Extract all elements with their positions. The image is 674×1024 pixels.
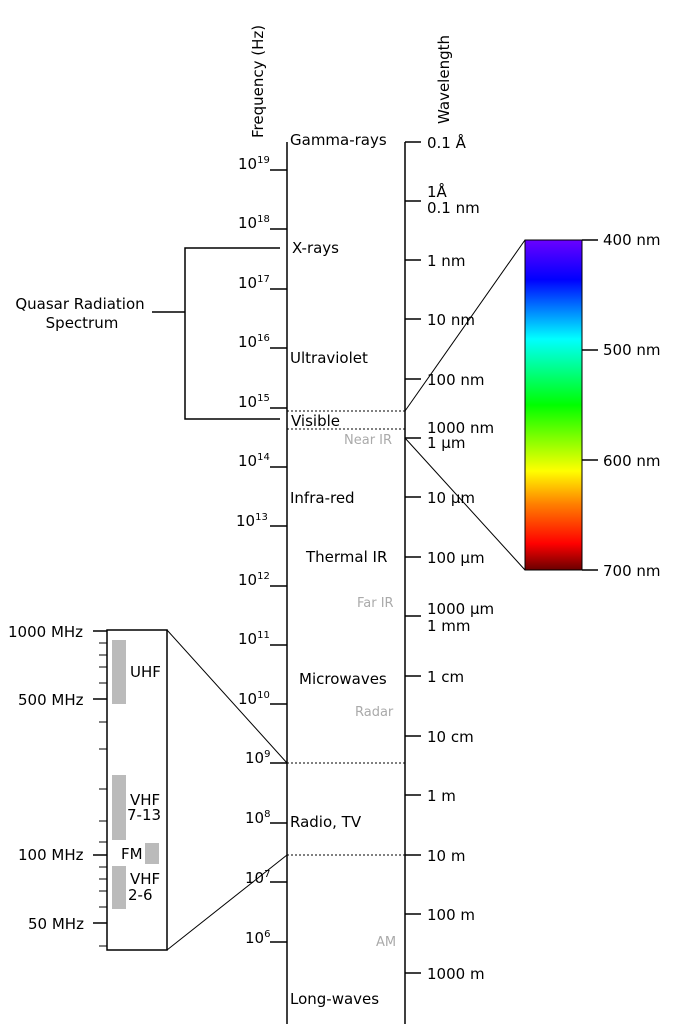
freq-label: 108 xyxy=(245,809,270,827)
sub-band-near-ir: Near IR xyxy=(344,433,392,448)
sub-band-radar: Radar xyxy=(355,705,394,720)
vhf-high-band-bar xyxy=(112,775,126,840)
wl-label: 0.1 Å xyxy=(427,133,467,152)
visible-tick-400: 400 nm xyxy=(603,231,661,249)
freq-label: 1016 xyxy=(238,333,270,351)
frequency-tick-labels: 1019 1018 1017 1016 1015 1014 1013 1012 … xyxy=(236,155,270,947)
freq-label: 1011 xyxy=(238,630,270,648)
wl-label: 1Å xyxy=(427,182,448,201)
visible-color-bar xyxy=(524,239,583,571)
wl-label: 0.1 nm xyxy=(427,199,480,217)
band-visible: Visible xyxy=(291,412,340,430)
wavelength-tick-labels: 0.1 Å 1Å 0.1 nm 1 nm 10 nm 100 nm 1000 n… xyxy=(427,133,494,983)
freq-label: 1012 xyxy=(238,571,270,589)
visible-tick-500: 500 nm xyxy=(603,341,661,359)
wl-label: 1 m xyxy=(427,787,456,805)
wl-label: 100 µm xyxy=(427,549,485,567)
visible-tick-700: 700 nm xyxy=(603,562,661,580)
band-x-rays: X-rays xyxy=(292,239,339,257)
wl-label: 10 nm xyxy=(427,311,475,329)
radio-tick-100mhz: 100 MHz xyxy=(18,846,84,864)
freq-label: 1010 xyxy=(238,690,270,708)
wl-label: 1 cm xyxy=(427,668,464,686)
freq-label: 1013 xyxy=(236,512,268,530)
freq-label: 1019 xyxy=(238,155,270,173)
wl-label: 10 m xyxy=(427,847,465,865)
wl-label: 10 cm xyxy=(427,728,474,746)
wl-label: 10 µm xyxy=(427,489,475,507)
fm-label: FM xyxy=(121,845,143,863)
wl-label: 100 m xyxy=(427,906,475,924)
fm-band-bar xyxy=(145,843,159,864)
vhf-low-label-1: VHF xyxy=(130,870,160,888)
freq-label: 106 xyxy=(245,929,270,947)
visible-spectrum-zoom: 400 nm 500 nm 600 nm 700 nm xyxy=(404,231,661,580)
freq-label: 1018 xyxy=(238,214,270,232)
uhf-label: UHF xyxy=(130,663,161,681)
wl-label: 1000 µm xyxy=(427,600,494,618)
sub-band-labels: Near IR Far IR Radar AM xyxy=(344,433,396,950)
band-gamma-rays: Gamma-rays xyxy=(290,131,387,149)
visible-tick-600: 600 nm xyxy=(603,452,661,470)
vhf-low-label-2: 2-6 xyxy=(128,886,153,904)
frequency-ticks xyxy=(270,169,287,943)
band-infra-red: Infra-red xyxy=(290,489,355,507)
frequency-axis-title: Frequency (Hz) xyxy=(249,25,267,138)
band-long-waves: Long-waves xyxy=(290,990,379,1008)
radio-minor-ticks xyxy=(99,642,107,947)
radio-tick-500mhz: 500 MHz xyxy=(18,691,84,709)
quasar-label-line2: Spectrum xyxy=(46,314,119,332)
wl-label: 1000 m xyxy=(427,965,485,983)
sub-band-am: AM xyxy=(376,935,396,950)
wl-label: 1 nm xyxy=(427,252,465,270)
freq-label: 1017 xyxy=(238,274,270,292)
band-thermal-ir: Thermal IR xyxy=(305,548,387,566)
uhf-band-bar xyxy=(112,640,126,704)
freq-label: 107 xyxy=(245,869,270,887)
vhf-high-label-2: 7-13 xyxy=(127,806,161,824)
quasar-label-line1: Quasar Radiation xyxy=(15,295,144,313)
vhf-low-band-bar xyxy=(112,866,126,909)
sub-band-far-ir: Far IR xyxy=(357,596,394,611)
wl-label: 1000 nm xyxy=(427,419,494,437)
wl-label: 1 µm xyxy=(427,434,465,452)
quasar-bracket: Quasar Radiation Spectrum xyxy=(15,247,280,420)
radio-tick-1000mhz: 1000 MHz xyxy=(8,623,83,641)
freq-label: 109 xyxy=(245,749,270,767)
band-labels: Gamma-rays X-rays Ultraviolet Visible In… xyxy=(290,131,387,1008)
vhf-high-label-1: VHF xyxy=(130,791,160,809)
band-radio-tv: Radio, TV xyxy=(290,813,362,831)
band-microwaves: Microwaves xyxy=(299,670,387,688)
radio-zoom: 1000 MHz 500 MHz 100 MHz 50 MHz UHF VHF … xyxy=(8,623,288,951)
radio-tick-50mhz: 50 MHz xyxy=(28,915,84,933)
band-ultraviolet: Ultraviolet xyxy=(290,349,368,367)
freq-label: 1015 xyxy=(238,393,270,411)
wavelength-ticks xyxy=(405,141,421,974)
wl-label: 100 nm xyxy=(427,371,485,389)
wl-label: 1 mm xyxy=(427,617,471,635)
wavelength-axis-title: Wavelength xyxy=(435,35,453,124)
freq-label: 1014 xyxy=(238,452,270,470)
